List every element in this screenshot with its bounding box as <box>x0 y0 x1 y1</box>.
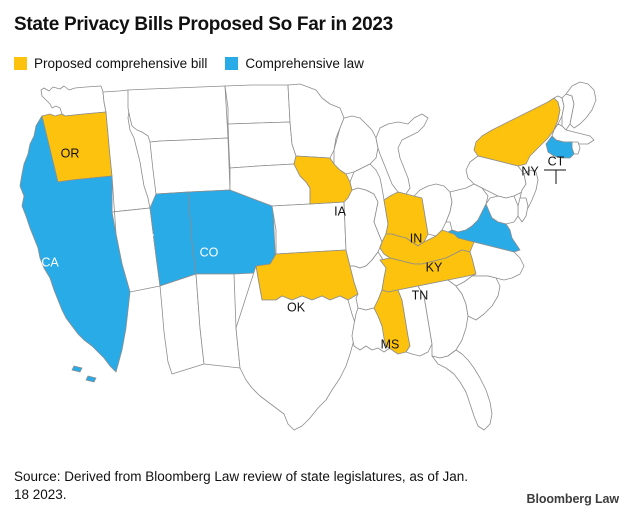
state-mi[interactable] <box>375 113 429 195</box>
state-sd[interactable] <box>227 121 297 169</box>
state-nm[interactable] <box>195 273 241 369</box>
legend-item-law: Comprehensive law <box>225 57 364 71</box>
legend-swatch-proposed <box>14 57 27 71</box>
state-sc[interactable] <box>455 275 501 321</box>
state-me[interactable] <box>565 81 597 129</box>
source-note: Source: Derived from Bloomberg Law revie… <box>14 469 468 502</box>
legend-label-law: Comprehensive law <box>245 56 364 71</box>
state-ga[interactable] <box>417 279 469 359</box>
state-wy[interactable] <box>149 137 231 195</box>
state-va[interactable] <box>447 203 521 253</box>
state-nc[interactable] <box>469 241 525 281</box>
legend: Proposed comprehensive bill Comprehensiv… <box>14 57 364 71</box>
page-title: State Privacy Bills Proposed So Far in 2… <box>14 14 393 35</box>
state-ca-islands <box>71 365 97 383</box>
state-tx[interactable] <box>235 265 357 431</box>
state-ca[interactable] <box>19 115 131 373</box>
state-ks[interactable] <box>271 201 347 255</box>
state-mt[interactable] <box>127 85 229 143</box>
us-map: OR CA UT CO IA OK IN KY TN MS NY VA CT <box>0 78 633 450</box>
legend-swatch-law <box>225 57 239 71</box>
state-wa[interactable] <box>40 85 107 117</box>
legend-item-proposed: Proposed comprehensive bill <box>14 57 207 71</box>
legend-label-proposed: Proposed comprehensive bill <box>34 56 208 71</box>
brand-bloomberg-law: Bloomberg Law <box>526 492 620 506</box>
state-de[interactable] <box>517 197 529 223</box>
state-ny[interactable] <box>473 97 561 167</box>
footer: Source: Derived from Bloomberg Law revie… <box>14 468 484 504</box>
us-map-svg: OR CA UT CO IA OK IN KY TN MS NY VA CT <box>19 81 597 431</box>
state-ct[interactable] <box>545 135 575 159</box>
state-nd[interactable] <box>224 84 291 125</box>
state-fl[interactable] <box>431 349 493 431</box>
